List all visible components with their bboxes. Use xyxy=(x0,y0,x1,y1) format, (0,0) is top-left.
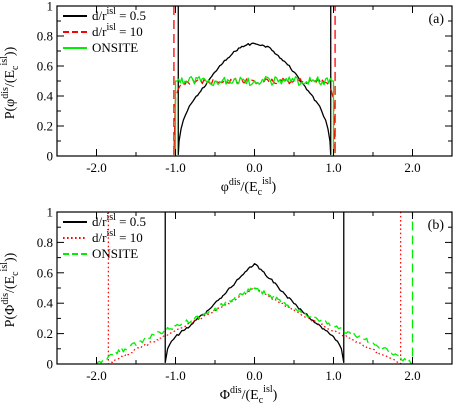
y-tick-label: 0.2 xyxy=(37,326,53,341)
plot-area xyxy=(173,6,336,156)
series-line-d-r-10 xyxy=(107,212,402,364)
x-tick-label: -1.0 xyxy=(165,160,186,175)
series-line-onsite xyxy=(174,75,335,156)
plot-area xyxy=(96,212,414,364)
y-tick-label: 0 xyxy=(47,357,54,372)
legend-label: ONSITE xyxy=(92,246,138,261)
x-tick-label: -2.0 xyxy=(86,368,107,383)
y-tick-label: 1 xyxy=(47,205,54,220)
series-line-d-r-0-5 xyxy=(177,6,332,156)
y-tick-label: 0.2 xyxy=(37,119,53,134)
series-line-d-r-0-5 xyxy=(164,212,345,364)
y-tick-label: 0.6 xyxy=(37,59,54,74)
y-axis-label: P(φdis/(Ecisl)) xyxy=(0,46,21,119)
panel-label: (a) xyxy=(428,12,444,27)
legend-label: d/risl = 0.5 xyxy=(92,6,146,23)
y-tick-label: 0.4 xyxy=(37,296,54,311)
y-tick-label: 0.4 xyxy=(37,89,54,104)
legend-label: ONSITE xyxy=(92,40,138,55)
x-tick-label: 0.0 xyxy=(246,160,262,175)
y-tick-label: 0.8 xyxy=(37,235,53,250)
x-tick-label: -2.0 xyxy=(86,160,107,175)
legend-label: d/risl = 10 xyxy=(92,228,143,245)
panel-label: (b) xyxy=(428,218,445,233)
x-tick-label: 1.0 xyxy=(325,160,341,175)
panel-b: -2.0 -1.0 0.0 1.0 2.0 0 0.2 0.4 0.6 0.8 1 Φdis/(Eci… xyxy=(0,205,453,404)
y-axis-label: P(Φdis/(Ecisl)) xyxy=(0,252,21,327)
x-tick-label: 0.0 xyxy=(246,368,262,383)
series-line-onsite xyxy=(96,212,414,364)
x-tick-label: 2.0 xyxy=(404,160,420,175)
legend-label: d/risl = 0.5 xyxy=(92,212,146,229)
x-tick-label: 2.0 xyxy=(404,368,420,383)
x-tick-label: 1.0 xyxy=(325,368,341,383)
y-tick-label: 0.8 xyxy=(37,29,53,44)
y-tick-label: 1 xyxy=(47,0,54,14)
legend-label: d/risl = 10 xyxy=(92,22,143,39)
panel-a: -2.0 -1.0 0.0 1.0 2.0 0 0.2 0.4 0.6 0.8 1 φdis/(Eci… xyxy=(0,0,453,198)
x-axis-label: φdis/(Ecisl) xyxy=(221,176,277,198)
x-tick-label: -1.0 xyxy=(165,368,186,383)
x-axis-label: Φdis/(Ecisl) xyxy=(220,384,278,404)
y-tick-label: 0 xyxy=(47,149,54,164)
y-tick-label: 0.6 xyxy=(37,265,54,280)
